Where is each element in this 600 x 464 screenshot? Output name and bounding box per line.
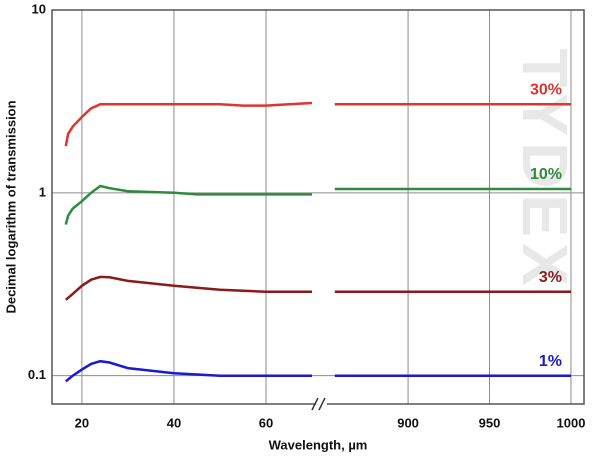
- x-tick-label: 20: [75, 415, 89, 430]
- series-label: 30%: [530, 82, 562, 99]
- series-label: 10%: [530, 166, 562, 183]
- y-tick-label: 1: [39, 184, 46, 199]
- x-tick-label: 1000: [557, 415, 586, 430]
- series-line: [65, 359, 312, 383]
- x-tick-label: 950: [479, 415, 501, 430]
- watermark: TYDEX: [509, 48, 581, 291]
- series-line: [64, 275, 312, 301]
- plot-frame: [51, 9, 585, 405]
- y-tick-label: 10: [32, 1, 46, 16]
- y-axis-label: Decimal logarithm of transmission: [3, 100, 18, 313]
- series-label: 3%: [539, 269, 562, 286]
- series-line: [64, 184, 312, 225]
- series-line: [64, 101, 313, 147]
- x-axis-label: Wavelength, µm: [269, 437, 368, 452]
- y-tick-label: 0.1: [28, 367, 46, 382]
- break-mark: [318, 397, 326, 411]
- x-tick-label: 60: [259, 415, 273, 430]
- x-tick-label: 900: [397, 415, 419, 430]
- series-label: 1%: [539, 353, 562, 370]
- break-mark: [311, 397, 319, 411]
- x-tick-label: 40: [167, 415, 181, 430]
